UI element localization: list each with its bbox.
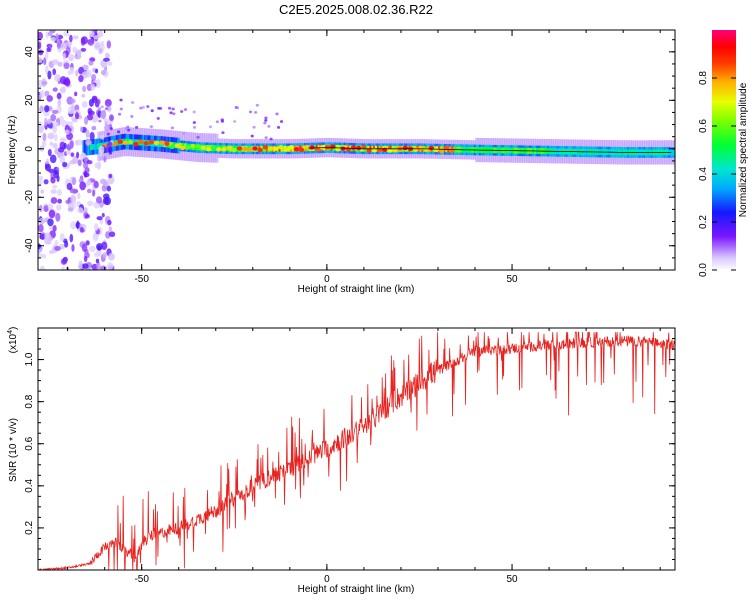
colorbar-bar bbox=[712, 30, 736, 270]
snr-multiplier-text: (x104) bbox=[7, 327, 19, 354]
spectrogram-ylabel: Frequency (Hz) bbox=[7, 116, 18, 185]
spectrogram-xtick-label: 50 bbox=[506, 274, 518, 285]
colorbar-tick-label: 0.4 bbox=[698, 167, 709, 181]
colorbar-ticks: 0.0 0.2 0.4 0.6 0.8 bbox=[698, 71, 736, 277]
ridge-center-line bbox=[308, 147, 672, 153]
figure-title: C2E5.2025.008.02.36.R22 bbox=[279, 2, 433, 17]
spectrogram-ytick-label: 20 bbox=[24, 94, 35, 106]
spectrogram-xtick-label: -50 bbox=[134, 274, 149, 285]
spectrogram-heatmap bbox=[38, 30, 675, 270]
snr-ytick-label: 1.0 bbox=[24, 352, 35, 366]
snr-ytick-label: 0.4 bbox=[24, 478, 35, 492]
colorbar-label: Normalized spectral amplitude bbox=[738, 82, 749, 217]
spectrogram-panel: -50 0 50 -40 -20 0 20 40 Height of straight lin… bbox=[7, 29, 676, 295]
snr-xtick-label: 50 bbox=[506, 574, 518, 585]
snr-frame bbox=[37, 327, 676, 571]
snr-series-line bbox=[38, 331, 675, 570]
spectrogram-ytick-label: 0 bbox=[24, 146, 35, 152]
snr-ylabel: SNR (10 * v/v) bbox=[8, 418, 19, 482]
snr-multiplier: (x104) bbox=[7, 327, 19, 354]
snr-ticks: -50 0 50 0.2 0.4 0.6 0.8 1.0 bbox=[24, 327, 675, 585]
colorbar-tick-label: 0.8 bbox=[698, 71, 709, 85]
snr-ytick-label: 0.6 bbox=[24, 436, 35, 450]
colorbar: 0.0 0.2 0.4 0.6 0.8 Normalized spectral ampl… bbox=[698, 30, 749, 277]
colorbar-tick-label: 0.2 bbox=[698, 215, 709, 229]
snr-xlabel: Height of straight line (km) bbox=[298, 584, 415, 595]
snr-ytick-label: 0.2 bbox=[24, 521, 35, 535]
spectrogram-ytick-label: -40 bbox=[24, 238, 35, 253]
spectrogram-ticks: -50 0 50 -40 -20 0 20 40 bbox=[24, 30, 675, 285]
spectrogram-ytick-label: 40 bbox=[24, 46, 35, 58]
snr-xtick-label: 0 bbox=[324, 574, 330, 585]
snr-xtick-label: -50 bbox=[134, 574, 149, 585]
spectrogram-xtick-label: 0 bbox=[324, 274, 330, 285]
spectrogram-frame bbox=[37, 29, 676, 271]
colorbar-tick-label: 0.6 bbox=[698, 119, 709, 133]
spectrogram-ytick-label: -20 bbox=[24, 190, 35, 205]
snr-panel: -50 0 50 0.2 0.4 0.6 0.8 1.0 Height of straight… bbox=[7, 327, 676, 595]
spectrogram-xlabel: Height of straight line (km) bbox=[298, 284, 415, 295]
colorbar-tick-label: 0.0 bbox=[698, 263, 709, 277]
snr-ytick-label: 0.8 bbox=[24, 394, 35, 408]
